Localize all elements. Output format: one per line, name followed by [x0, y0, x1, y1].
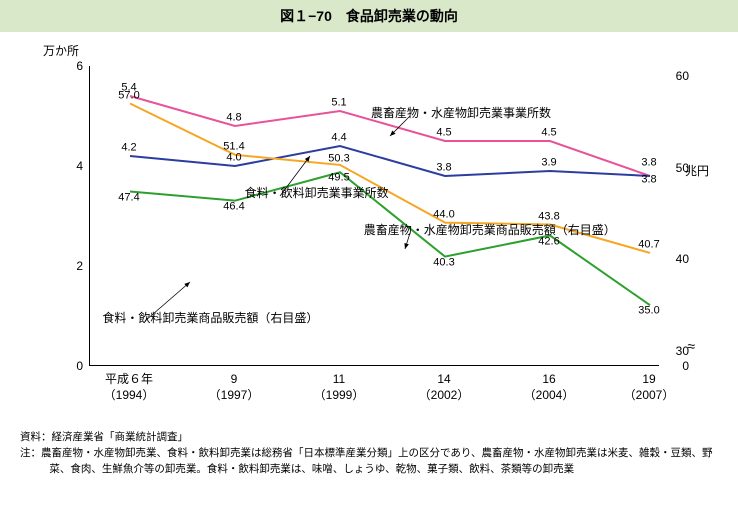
data-label: 51.4	[223, 140, 244, 152]
data-label: 4.5	[436, 127, 451, 139]
data-label: 3.8	[641, 157, 656, 169]
xtick: 14（2002）	[419, 372, 470, 403]
xtick: 19（2007）	[624, 372, 675, 403]
y-left-axis-label: 万か所	[43, 42, 79, 59]
xtick: 9（1997）	[209, 372, 260, 403]
data-label: 4.5	[541, 127, 556, 139]
xtick: 16（2004）	[524, 372, 575, 403]
data-label: 46.4	[223, 200, 244, 212]
data-label: 4.0	[226, 152, 241, 164]
data-label: 57.0	[118, 89, 139, 101]
ytick-left: 4	[63, 159, 83, 173]
data-label: 3.8	[436, 162, 451, 174]
data-label: 4.8	[226, 112, 241, 124]
data-label: 49.5	[328, 172, 349, 184]
chart-container: 万か所 兆円 ≈ 0246030405060平成６年（1994）9（1997）1…	[19, 42, 719, 422]
chart-title: 図１−70 食品卸売業の動向	[0, 0, 738, 32]
data-label: 3.8	[641, 174, 656, 186]
series-annotation: 農畜産物・水産物卸売業商品販売額（右目盛）	[364, 221, 616, 238]
ytick-right: 30	[676, 344, 689, 358]
data-label: 5.1	[331, 97, 346, 109]
xtick: 平成６年（1994）	[104, 372, 155, 403]
series-annotation: 食料・飲料卸売業商品販売額（右目盛）	[102, 309, 318, 326]
series-food-bev-establishments	[130, 146, 650, 176]
data-label: 40.3	[433, 256, 454, 268]
data-label: 40.7	[638, 239, 659, 251]
footnote-note: 注：農畜産物・水産物卸売業、食料・飲料卸売業は総務省「日本標準産業分類」上の区分…	[20, 446, 718, 478]
ytick-left: 6	[63, 59, 83, 73]
ytick-right: 50	[676, 161, 689, 175]
data-label: 4.2	[121, 142, 136, 154]
ytick-right: 60	[676, 69, 689, 83]
footnote-source: 資料：経済産業省「商業統計調査」	[20, 430, 718, 446]
data-label: 3.9	[541, 157, 556, 169]
annotation-arrowhead	[404, 243, 408, 249]
ytick-left: 2	[63, 259, 83, 273]
data-label: 35.0	[638, 305, 659, 317]
data-label: 44.0	[433, 208, 454, 220]
xtick: 11（1999）	[314, 372, 365, 403]
data-label: 47.4	[118, 191, 139, 203]
footnote: 資料：経済産業省「商業統計調査」 注：農畜産物・水産物卸売業、食料・飲料卸売業は…	[0, 422, 738, 477]
data-label: 4.4	[331, 132, 346, 144]
ytick-right: 0	[682, 359, 689, 373]
series-annotation: 農畜産物・水産物卸売業事業所数	[371, 104, 551, 121]
ytick-left: 0	[63, 359, 83, 373]
series-annotation: 食料・飲料卸売業事業所数	[245, 184, 389, 201]
data-label: 50.3	[328, 153, 349, 165]
ytick-right: 40	[676, 252, 689, 266]
